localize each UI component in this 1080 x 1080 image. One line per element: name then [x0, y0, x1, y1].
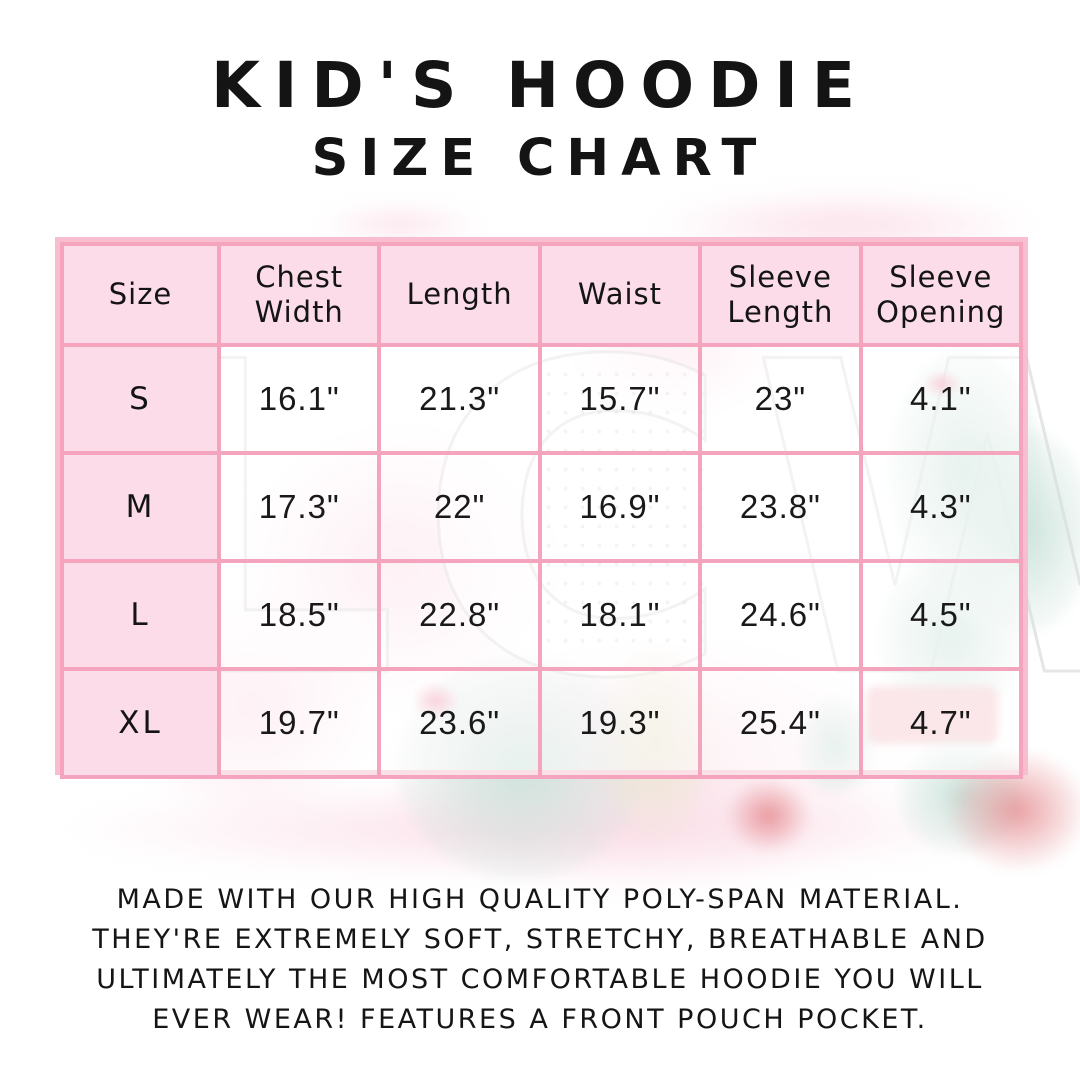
size-cell: S [60, 343, 221, 455]
column-header-size: Size [60, 242, 221, 347]
measurement-cell: 22.8" [377, 559, 542, 671]
measurement-cell: 16.1" [216, 343, 382, 455]
measurement-cell: 4.1" [858, 343, 1024, 455]
description-line: THEY'RE EXTREMELY SOFT, STRETCHY, BREATH… [92, 924, 988, 955]
measurement-cell: 18.1" [537, 559, 703, 671]
table-row-l: L 18.5" 22.8" 18.1" 24.6" 4.5" [60, 559, 1024, 671]
measurement-cell: 4.5" [858, 559, 1024, 671]
description-line: MADE WITH OUR HIGH QUALITY POLY-SPAN MAT… [116, 884, 964, 915]
measurement-cell: 17.3" [216, 451, 382, 563]
pink-wash [55, 780, 1025, 880]
measurement-cell: 23.6" [377, 667, 542, 779]
table-row-m: M 17.3" 22" 16.9" 23.8" 4.3" [60, 451, 1024, 563]
measurement-cell: 4.7" [858, 667, 1024, 779]
measurement-cell: 23" [698, 343, 863, 455]
table-row-xl: XL 19.7" 23.6" 19.3" 25.4" 4.7" [60, 667, 1024, 779]
description-line: ULTIMATELY THE MOST COMFORTABLE HOODIE Y… [96, 964, 984, 995]
description-line: EVER WEAR! FEATURES A FRONT POUCH POCKET… [152, 1004, 928, 1035]
column-header-sleeve-opening: Sleeve Opening [858, 242, 1024, 347]
size-cell: XL [60, 667, 221, 779]
column-header-length: Length [377, 242, 542, 347]
material-description: MADE WITH OUR HIGH QUALITY POLY-SPAN MAT… [28, 880, 1052, 1040]
red-flower-icon [726, 778, 811, 853]
measurement-cell: 19.7" [216, 667, 382, 779]
measurement-cell: 21.3" [377, 343, 542, 455]
size-cell: L [60, 559, 221, 671]
measurement-cell: 25.4" [698, 667, 863, 779]
measurement-cell: 18.5" [216, 559, 382, 671]
measurement-cell: 22" [377, 451, 542, 563]
column-header-sleeve-length: Sleeve Length [698, 242, 863, 347]
page-title: KID'S HOODIE [211, 49, 869, 122]
column-header-waist: Waist [537, 242, 703, 347]
size-cell: M [60, 451, 221, 563]
column-header-chest-width: Chest Width [216, 242, 382, 347]
header-row: Size Chest Width Length Waist Sleeve Len… [60, 242, 1024, 347]
measurement-cell: 24.6" [698, 559, 863, 671]
size-chart-table-frame: Size Chest Width Length Waist Sleeve Len… [55, 237, 1028, 779]
measurement-cell: 19.3" [537, 667, 703, 779]
measurement-cell: 23.8" [698, 451, 863, 563]
page-subtitle: SIZE CHART [311, 129, 769, 188]
measurement-cell: 16.9" [537, 451, 703, 563]
measurement-cell: 4.3" [858, 451, 1024, 563]
size-chart-table: Size Chest Width Length Waist Sleeve Len… [60, 242, 1024, 779]
measurement-cell: 15.7" [537, 343, 703, 455]
table-row-s: S 16.1" 21.3" 15.7" 23" 4.1" [60, 343, 1024, 455]
